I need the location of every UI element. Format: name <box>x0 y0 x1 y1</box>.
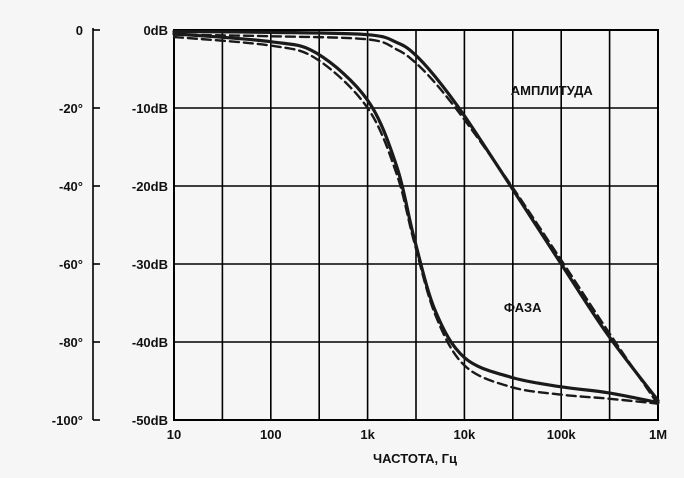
degree-tick-label: 0 <box>76 23 83 38</box>
x-tick-label: 100 <box>260 427 282 442</box>
amplitude-annotation: АМПЛИТУДА <box>511 83 594 98</box>
x-axis-title: ЧАСТОТА, Гц <box>373 451 457 466</box>
degree-tick-label: -60° <box>59 257 83 272</box>
phase-dashed-line <box>172 35 660 405</box>
series-group <box>172 29 660 406</box>
degree-tick-label: -100° <box>52 413 83 428</box>
amplitude-solid-line <box>172 29 660 403</box>
x-tick-label: 10k <box>454 427 476 442</box>
db-tick-label: -50dB <box>132 413 168 428</box>
db-tick-label: -30dB <box>132 257 168 272</box>
db-tick-label: -40dB <box>132 335 168 350</box>
amplitude-dashed-line <box>172 33 660 406</box>
x-tick-label: 10 <box>167 427 181 442</box>
tick-labels: 0 -20° -40° -60° -80° -100° 0dB -10dB -20dB -30dB… <box>52 23 667 442</box>
annotations: АМПЛИТУДА ФАЗА <box>504 83 594 315</box>
x-tick-label: 1k <box>360 427 375 442</box>
degree-tick-label: -40° <box>59 179 83 194</box>
phase-annotation: ФАЗА <box>504 300 542 315</box>
db-tick-label: 0dB <box>143 23 168 38</box>
x-tick-label: 100k <box>547 427 577 442</box>
degree-tick-label: -80° <box>59 335 83 350</box>
db-tick-label: -20dB <box>132 179 168 194</box>
grid <box>92 28 659 421</box>
db-tick-label: -10dB <box>132 101 168 116</box>
x-tick-label: 1M <box>649 427 667 442</box>
degree-tick-label: -20° <box>59 101 83 116</box>
